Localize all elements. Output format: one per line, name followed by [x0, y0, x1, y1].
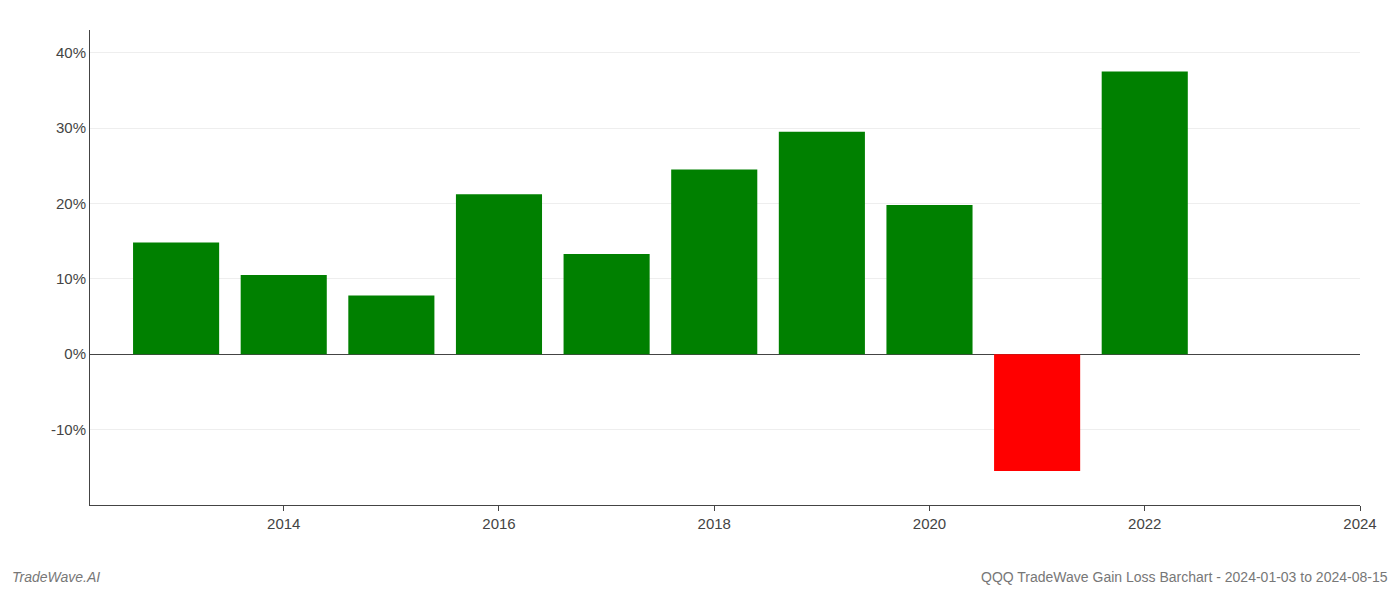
svg-text:10%: 10% — [56, 270, 86, 287]
svg-text:20%: 20% — [56, 195, 86, 212]
svg-text:-10%: -10% — [51, 421, 86, 438]
svg-text:2016: 2016 — [482, 515, 515, 532]
svg-text:2020: 2020 — [913, 515, 946, 532]
svg-text:2022: 2022 — [1128, 515, 1161, 532]
svg-text:30%: 30% — [56, 119, 86, 136]
svg-text:0%: 0% — [64, 345, 86, 362]
svg-text:2018: 2018 — [698, 515, 731, 532]
svg-text:QQQ TradeWave Gain Loss Barcha: QQQ TradeWave Gain Loss Barchart - 2024-… — [981, 569, 1388, 585]
svg-text:2014: 2014 — [267, 515, 300, 532]
svg-text:TradeWave.AI: TradeWave.AI — [12, 569, 100, 585]
svg-text:2024: 2024 — [1343, 515, 1376, 532]
svg-text:40%: 40% — [56, 44, 86, 61]
